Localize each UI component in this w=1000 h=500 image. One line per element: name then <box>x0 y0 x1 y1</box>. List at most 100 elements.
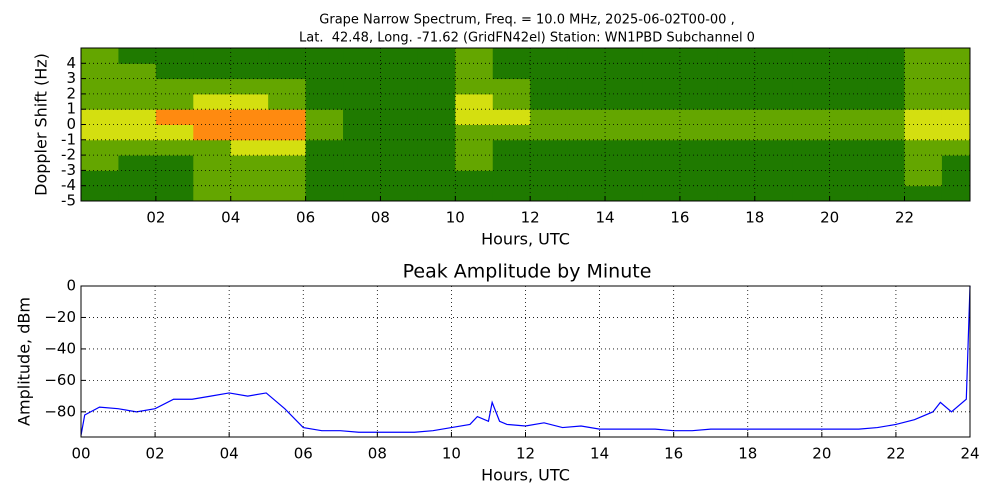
heatmap-cell <box>492 170 531 187</box>
y-tick-label: 4 <box>66 54 76 72</box>
heatmap-cell <box>492 63 531 80</box>
heatmap-cell <box>754 78 793 95</box>
heatmap-cell <box>867 185 905 201</box>
chart-title: Lat. 42.48, Long. -71.62 (GridFN42el) St… <box>299 31 755 46</box>
heatmap-cell <box>193 155 232 171</box>
heatmap-cell <box>941 63 970 80</box>
heatmap-cell <box>268 63 307 80</box>
heatmap-cell <box>941 170 970 187</box>
heatmap-cell <box>530 124 569 141</box>
heatmap-cell <box>792 48 831 64</box>
heatmap-cell <box>605 109 643 125</box>
heatmap-cell <box>829 109 868 125</box>
heatmap-cell <box>81 124 119 141</box>
heatmap-cell <box>642 93 681 110</box>
heatmap-cell <box>155 155 194 171</box>
heatmap-cell <box>118 93 157 110</box>
x-tick-label: 10 <box>442 445 461 463</box>
heatmap-cell <box>343 124 381 141</box>
heatmap-cell <box>455 78 494 95</box>
heatmap-cell <box>305 170 344 187</box>
plot-frame <box>80 285 971 438</box>
x-tick-label: 06 <box>294 445 313 463</box>
heatmap-cell <box>118 78 157 95</box>
heatmap-cell <box>268 185 307 201</box>
heatmap-cell <box>941 93 970 110</box>
heatmap-cell <box>492 185 531 201</box>
heatmap-cell <box>118 63 157 80</box>
heatmap-cell <box>305 93 344 110</box>
heatmap-cell <box>417 139 456 156</box>
heatmap-cell <box>455 109 494 125</box>
heatmap-cell <box>567 63 606 80</box>
heatmap-cell <box>230 48 269 64</box>
x-tick-label: 22 <box>895 209 914 227</box>
heatmap-cell <box>829 93 868 110</box>
heatmap-cell <box>380 170 419 187</box>
heatmap-cell <box>642 185 681 201</box>
heatmap-cell <box>867 109 905 125</box>
heatmap-cell <box>343 78 381 95</box>
heatmap-cell <box>605 155 643 171</box>
heatmap-cell <box>829 170 868 187</box>
heatmap-cell <box>717 48 756 64</box>
heatmap-cell <box>642 48 681 64</box>
x-tick-label: 04 <box>221 209 240 227</box>
heatmap-cell <box>155 124 194 141</box>
heatmap-cell <box>867 48 905 64</box>
heatmap-cell <box>268 124 307 141</box>
heatmap-cell <box>642 124 681 141</box>
heatmap-cell <box>268 155 307 171</box>
heatmap-cell <box>904 63 943 80</box>
heatmap-cell <box>81 185 119 201</box>
heatmap-cell <box>193 78 232 95</box>
heatmap-cell <box>155 170 194 187</box>
x-axis-label: Hours, UTC <box>481 466 570 485</box>
heatmap-cell <box>754 124 793 141</box>
heatmap-cell <box>268 109 307 125</box>
heatmap-cell <box>530 109 569 125</box>
heatmap-cell <box>792 109 831 125</box>
heatmap-cell <box>754 155 793 171</box>
heatmap-cell <box>193 185 232 201</box>
heatmap-cell <box>567 109 606 125</box>
heatmap-cell <box>380 139 419 156</box>
heatmap-cell <box>829 124 868 141</box>
x-tick-label: 12 <box>516 445 535 463</box>
heatmap-cell <box>904 93 943 110</box>
x-tick-label: 12 <box>521 209 540 227</box>
heatmap-cell <box>605 170 643 187</box>
x-axis-label: Hours, UTC <box>481 230 570 249</box>
heatmap-cell <box>268 93 307 110</box>
heatmap-cell <box>642 109 681 125</box>
heatmap-cell <box>193 63 232 80</box>
heatmap-cell <box>941 185 970 201</box>
y-tick-label: -1 <box>61 130 76 148</box>
chart-title: Grape Narrow Spectrum, Freq. = 10.0 MHz,… <box>319 13 734 28</box>
heatmap-cell <box>679 93 718 110</box>
heatmap-cell <box>305 139 344 156</box>
heatmap-cell <box>904 185 943 201</box>
heatmap-cell <box>118 139 157 156</box>
y-tick-label: -5 <box>61 192 76 210</box>
heatmap <box>81 48 970 201</box>
heatmap-cell <box>605 139 643 156</box>
heatmap-cell <box>155 185 194 201</box>
heatmap-cell <box>679 185 718 201</box>
heatmap-cell <box>193 124 232 141</box>
heatmap-cell <box>754 93 793 110</box>
heatmap-cell <box>417 124 456 141</box>
plot-frame <box>80 47 971 202</box>
heatmap-cell <box>567 124 606 141</box>
heatmap-cell <box>642 139 681 156</box>
heatmap-cell <box>417 109 456 125</box>
heatmap-cell <box>941 48 970 64</box>
y-tick-label: −40 <box>44 339 76 357</box>
heatmap-cell <box>380 48 419 64</box>
heatmap-cell <box>679 48 718 64</box>
heatmap-cell <box>492 48 531 64</box>
heatmap-cell <box>193 170 232 187</box>
y-tick-label: -4 <box>61 176 76 194</box>
heatmap-cell <box>81 48 119 64</box>
heatmap-cell <box>343 170 381 187</box>
